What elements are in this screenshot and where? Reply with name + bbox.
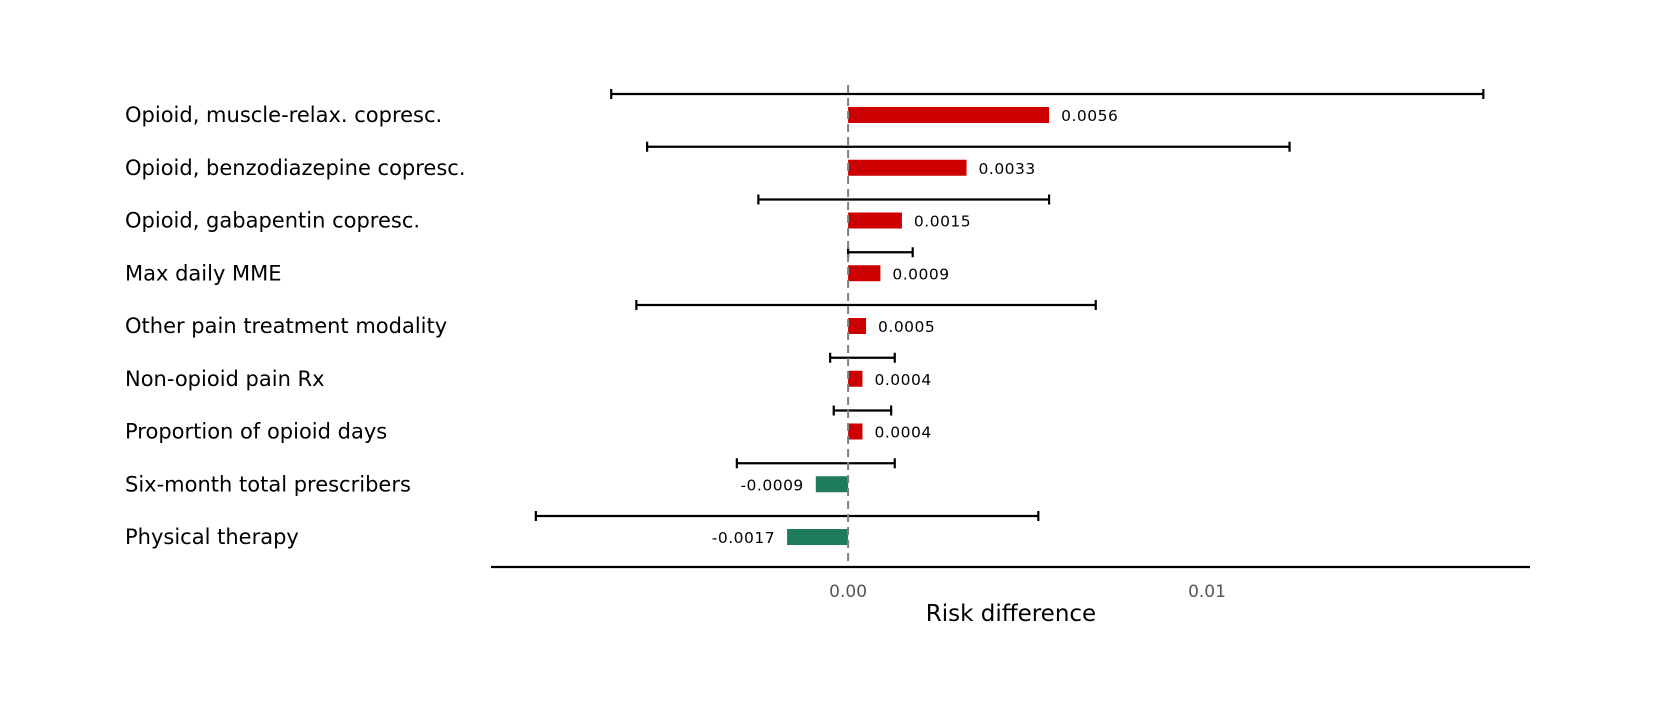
value-label: -0.0017 <box>712 529 775 547</box>
category-label: Non-opioid pain Rx <box>125 367 325 391</box>
value-label: 0.0004 <box>874 371 931 389</box>
value-label: -0.0009 <box>740 476 803 494</box>
x-tick-label: 0.01 <box>1188 582 1226 602</box>
bar-positive <box>848 212 902 229</box>
bar-positive <box>848 107 1050 123</box>
category-label: Max daily MME <box>125 261 282 285</box>
bar-positive <box>848 423 863 440</box>
value-label: 0.0004 <box>874 424 931 442</box>
bar-negative <box>787 529 849 545</box>
category-label: Proportion of opioid days <box>125 420 387 444</box>
value-label: 0.0033 <box>979 160 1036 178</box>
bar-positive <box>848 265 881 282</box>
category-labels: Opioid, muscle-relax. copresc. Opioid, be… <box>125 103 466 549</box>
category-label: Opioid, benzodiazepine copresc. <box>125 156 466 180</box>
category-label: Opioid, gabapentin copresc. <box>125 209 420 233</box>
error-bars <box>534 89 1485 521</box>
value-label: 0.0009 <box>892 265 949 283</box>
x-axis-title: Risk difference <box>926 601 1096 627</box>
category-label: Physical therapy <box>125 525 299 549</box>
category-label: Opioid, muscle-relax. copresc. <box>125 103 442 127</box>
x-tick-label: 0.00 <box>829 582 867 602</box>
bars <box>787 107 1050 545</box>
bar-positive <box>848 318 867 334</box>
x-axis: 0.00 0.01 <box>491 565 1530 602</box>
value-label: 0.0056 <box>1061 107 1118 125</box>
category-label: Other pain treatment modality <box>125 314 447 338</box>
value-label: 0.0015 <box>914 213 971 231</box>
bar-negative <box>815 476 849 493</box>
bar-positive <box>848 159 967 176</box>
category-label: Six-month total prescribers <box>125 472 411 496</box>
bar-positive <box>848 370 863 387</box>
value-label: 0.0005 <box>878 318 935 336</box>
value-labels: 0.0056 0.0033 0.0015 0.0009 0.0005 0.0004 0.00… <box>712 107 1118 547</box>
